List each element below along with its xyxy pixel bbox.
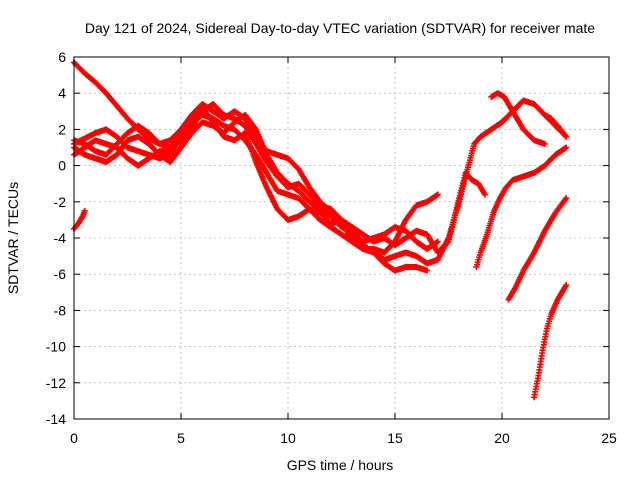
data-point: [424, 267, 431, 274]
data-series: [71, 59, 570, 401]
y-tick-label: -2: [54, 194, 67, 210]
data-point: [563, 144, 570, 151]
series-trace-8: [505, 195, 570, 303]
y-tick-label: -6: [54, 266, 67, 282]
data-point: [444, 239, 451, 246]
series-trace-9: [531, 282, 570, 401]
data-point: [434, 238, 441, 245]
data-point: [541, 140, 548, 147]
series-trace-11: [541, 111, 570, 140]
x-tick-label: 5: [177, 430, 185, 446]
series-trace-10: [488, 90, 548, 147]
y-axis-label: SDTVAR / TECUs: [5, 182, 21, 294]
y-tick-label: -14: [46, 411, 66, 427]
x-tick-label: 10: [280, 430, 296, 446]
x-tick-label: 25: [601, 430, 617, 446]
y-tick-label: 4: [58, 85, 66, 101]
series-trace-5: [71, 101, 488, 256]
x-tick-label: 15: [387, 430, 403, 446]
y-tick-label: 2: [58, 121, 66, 137]
axis-ticks: 0 5 10 15 20 25 -14 -12 -10 -8 -6 -4 -2 0 2 4 6: [46, 49, 617, 446]
chart-title: Day 121 of 2024, Sidereal Day-to-day VTE…: [85, 20, 595, 36]
y-tick-label: -4: [54, 230, 67, 246]
y-tick-label: -10: [46, 339, 66, 355]
x-tick-label: 20: [494, 430, 510, 446]
grid-lines: [74, 57, 609, 419]
data-point: [563, 282, 570, 289]
x-tick-label: 0: [70, 430, 78, 446]
data-point: [481, 191, 488, 198]
data-point: [434, 191, 441, 198]
data-point: [81, 207, 88, 214]
y-tick-label: 6: [58, 49, 66, 65]
series-trace-7: [473, 144, 570, 270]
y-tick-label: -12: [46, 375, 66, 391]
data-point: [563, 195, 570, 202]
y-tick-label: -8: [54, 302, 67, 318]
x-axis-label: GPS time / hours: [287, 457, 394, 473]
y-tick-label: 0: [58, 158, 66, 174]
data-point: [563, 133, 570, 140]
